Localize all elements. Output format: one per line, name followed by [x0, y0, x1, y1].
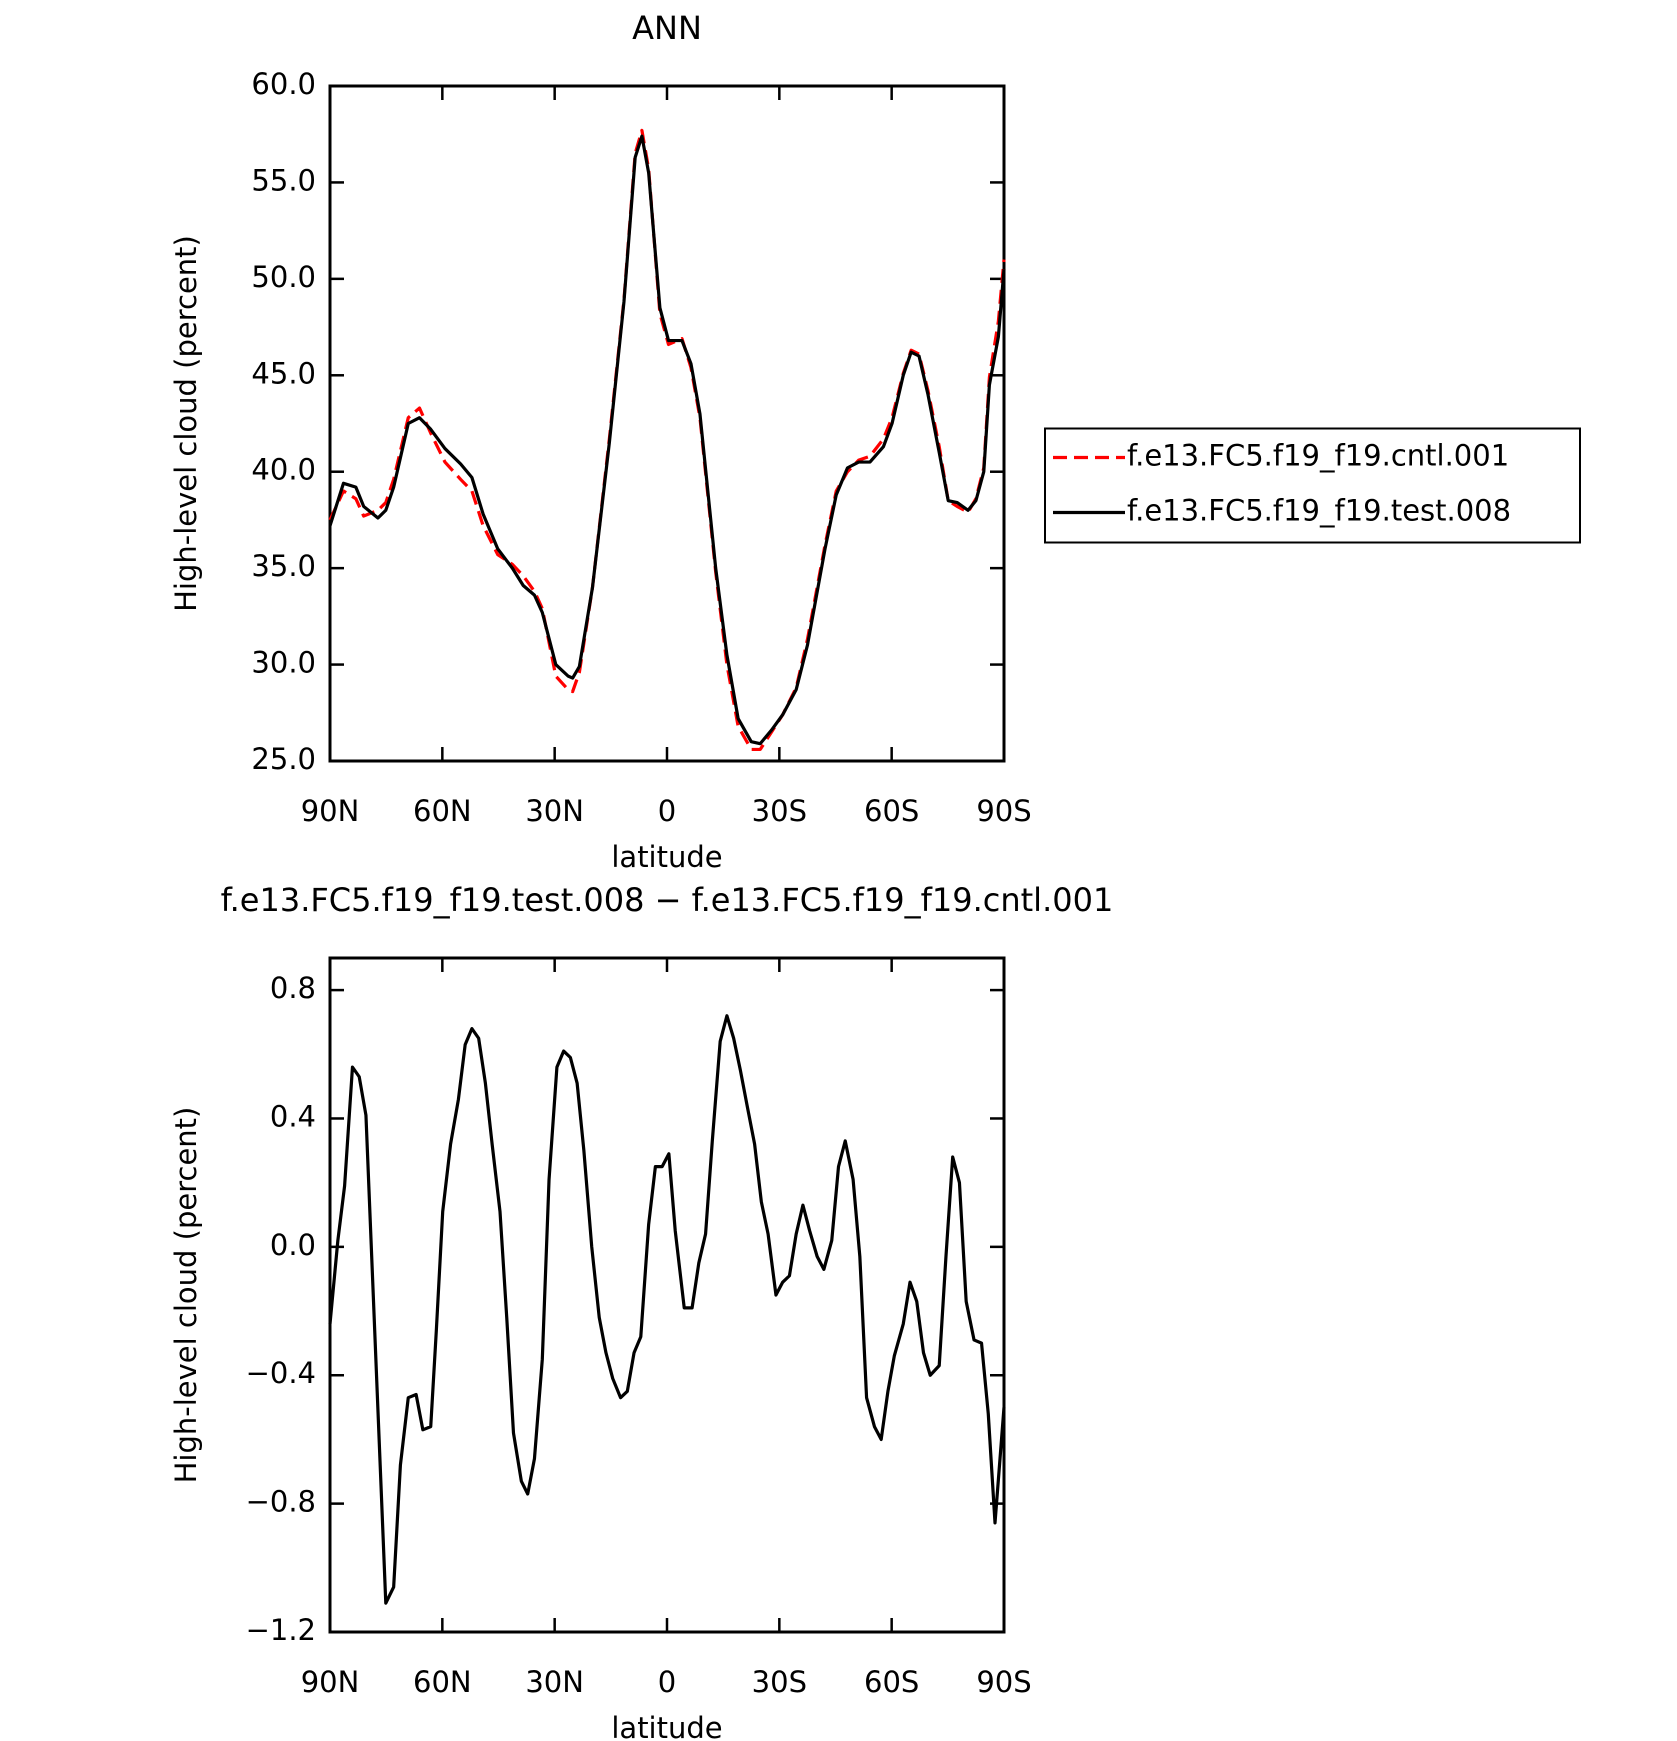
x-tick-label: 0	[658, 1665, 676, 1699]
y-tick-label: 60.0	[251, 67, 316, 101]
y-tick-label: 45.0	[251, 356, 316, 390]
x-tick-label: 60S	[864, 794, 919, 828]
y-tick-label: 0.8	[270, 971, 316, 1005]
plot-frame	[328, 84, 1006, 763]
y-tick-label: 30.0	[251, 646, 316, 680]
y-tick-label: −1.2	[246, 1613, 316, 1647]
y-tick-label: 40.0	[251, 453, 316, 487]
series-line	[328, 1014, 1006, 1605]
series-line	[328, 134, 1006, 746]
y-axis-label: High-level cloud (percent)	[169, 235, 203, 612]
y-axis-label: High-level cloud (percent)	[169, 1107, 203, 1484]
y-tick-label: 35.0	[251, 549, 316, 583]
x-tick-label: 60N	[413, 1665, 472, 1699]
plot: ANN 25.0 30.0 35.0 40.0 45.0 50.0 55.0 60.0 90N 60…	[169, 9, 1581, 874]
x-tick-label: 90N	[301, 1665, 360, 1699]
y-tick-label: 25.0	[251, 742, 316, 776]
x-tick-label: 90S	[976, 794, 1031, 828]
y-tick-label: −0.8	[246, 1485, 316, 1519]
legend-label: f.e13.FC5.f19_f19.test.008	[1127, 494, 1511, 528]
legend-box	[1044, 427, 1581, 544]
y-tick-label: −0.4	[246, 1356, 316, 1390]
x-tick-label: 90N	[301, 794, 360, 828]
x-tick-label: 60S	[864, 1665, 919, 1699]
y-tick-label: 50.0	[251, 260, 316, 294]
x-tick-label: 90S	[976, 1665, 1031, 1699]
x-tick-label: 30N	[525, 794, 584, 828]
plot-frame	[328, 956, 1006, 1634]
x-tick-label: 30S	[752, 1665, 807, 1699]
x-tick-label: 60N	[413, 794, 472, 828]
y-tick-label: 0.0	[270, 1228, 316, 1262]
x-axis-label: latitude	[611, 1711, 722, 1741]
chart-title: f.e13.FC5.f19_f19.test.008 − f.e13.FC5.f…	[221, 881, 1114, 919]
y-tick-label: 55.0	[251, 163, 316, 197]
chart-title: ANN	[632, 9, 702, 47]
y-tick-label: 0.4	[270, 1099, 316, 1133]
x-tick-label: 30N	[525, 1665, 584, 1699]
series-line	[328, 128, 1006, 752]
plot: f.e13.FC5.f19_f19.test.008 − f.e13.FC5.f…	[169, 881, 1113, 1741]
x-axis-label: latitude	[611, 840, 722, 874]
legend-label: f.e13.FC5.f19_f19.cntl.001	[1127, 439, 1509, 473]
x-tick-label: 30S	[752, 794, 807, 828]
x-tick-label: 0	[658, 794, 676, 828]
